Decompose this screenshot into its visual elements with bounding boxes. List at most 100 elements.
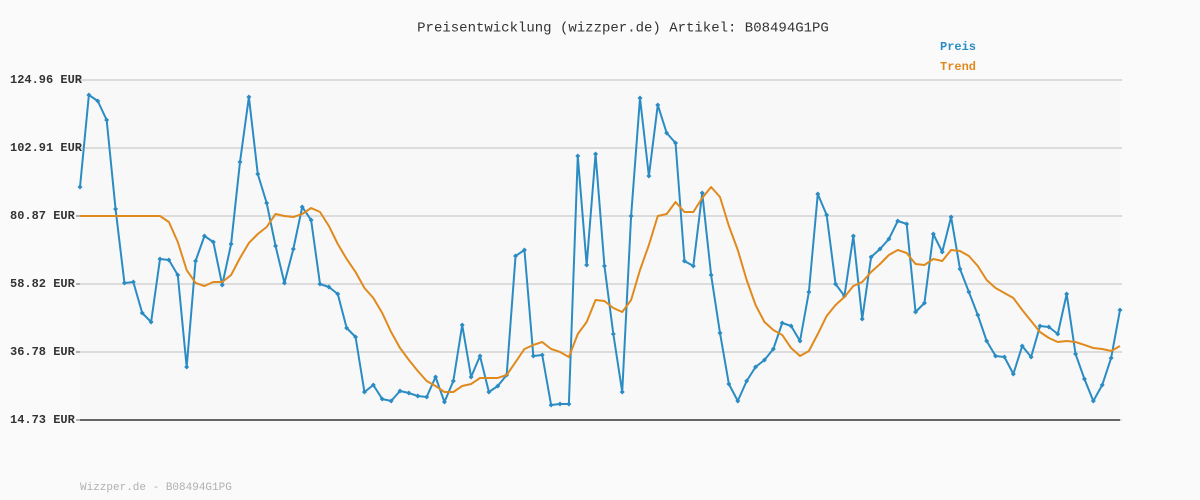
y-tick-label: 36.78 EUR — [10, 345, 76, 359]
point-marker — [1073, 351, 1079, 357]
point-marker — [815, 191, 821, 197]
point-marker — [184, 364, 190, 370]
point-marker — [761, 357, 767, 363]
point-marker — [1001, 354, 1007, 360]
point-marker — [486, 389, 492, 395]
point-marker — [326, 284, 332, 290]
point-marker — [1037, 323, 1043, 329]
point-marker — [201, 233, 207, 239]
point-marker — [913, 309, 919, 315]
point-marker — [139, 310, 145, 316]
chart-title: Preisentwicklung (wizzper.de) Artikel: B… — [417, 21, 829, 37]
point-marker — [1064, 291, 1070, 297]
point-marker — [397, 388, 403, 394]
point-marker — [113, 206, 119, 212]
point-marker — [850, 233, 856, 239]
point-marker — [219, 282, 225, 288]
y-tick-label: 58.82 EUR — [10, 277, 76, 291]
point-marker — [273, 243, 279, 249]
point-marker — [228, 241, 234, 247]
point-marker — [193, 258, 199, 264]
point-marker — [459, 322, 465, 328]
point-marker — [681, 258, 687, 264]
point-marker — [833, 281, 839, 287]
point-marker — [601, 263, 607, 269]
point-marker — [290, 246, 296, 252]
point-marker — [86, 92, 92, 98]
point-marker — [646, 173, 652, 179]
point-marker — [166, 257, 172, 263]
point-marker — [957, 266, 963, 272]
grid: 14.73 EUR 36.78 EUR 58.82 EUR 80.87 EUR 102.… — [10, 73, 1122, 427]
point-marker — [157, 256, 163, 262]
point-marker — [433, 374, 439, 380]
point-marker — [584, 262, 590, 268]
point-marker — [335, 291, 341, 297]
point-marker — [1099, 382, 1105, 388]
point-marker — [175, 272, 181, 278]
point-marker — [521, 247, 527, 253]
point-marker — [388, 398, 394, 404]
point-marker — [353, 334, 359, 340]
point-marker — [770, 346, 776, 352]
point-marker — [655, 102, 661, 108]
point-marker — [708, 272, 714, 278]
point-marker — [237, 159, 243, 165]
point-marker — [1019, 343, 1025, 349]
point-marker — [1010, 371, 1016, 377]
point-marker — [610, 331, 616, 337]
point-marker — [424, 394, 430, 400]
plot-area — [80, 80, 1120, 420]
point-marker — [593, 151, 599, 157]
point-marker — [948, 214, 954, 220]
point-marker — [575, 153, 581, 159]
point-marker — [726, 381, 732, 387]
point-marker — [246, 94, 252, 100]
point-marker — [806, 289, 812, 295]
point-marker — [975, 312, 981, 318]
point-marker — [539, 352, 545, 358]
point-marker — [717, 330, 723, 336]
point-marker — [477, 353, 483, 359]
point-marker — [788, 323, 794, 329]
point-marker — [699, 190, 705, 196]
point-marker — [877, 246, 883, 252]
point-marker — [210, 239, 216, 245]
footer: Wizzper.de - B08494G1PG — [80, 482, 232, 494]
point-marker — [370, 382, 376, 388]
point-marker — [513, 253, 519, 259]
point-marker — [299, 204, 305, 210]
point-marker — [548, 402, 554, 408]
point-marker — [664, 130, 670, 136]
point-marker — [690, 263, 696, 269]
y-tick-label: 124.96 EUR — [10, 73, 83, 87]
point-marker — [744, 378, 750, 384]
point-marker — [1117, 307, 1123, 313]
point-marker — [406, 390, 412, 396]
point-marker — [148, 319, 154, 325]
point-marker — [264, 200, 270, 206]
point-marker — [904, 221, 910, 227]
point-marker — [939, 249, 945, 255]
point-marker — [797, 338, 803, 344]
point-marker — [530, 353, 536, 359]
point-marker — [557, 401, 563, 407]
point-marker — [859, 316, 865, 322]
series-line — [79, 93, 1121, 407]
point-marker — [628, 213, 634, 219]
point-marker — [77, 184, 83, 190]
point-marker — [1055, 331, 1061, 337]
point-marker — [984, 338, 990, 344]
point-marker — [921, 300, 927, 306]
point-marker — [95, 98, 101, 104]
series-line — [80, 186, 1121, 393]
point-marker — [468, 374, 474, 380]
point-marker — [824, 212, 830, 218]
point-marker — [441, 399, 447, 405]
point-marker — [993, 353, 999, 359]
point-marker — [868, 254, 874, 260]
point-marker — [637, 95, 643, 101]
point-marker — [966, 289, 972, 295]
point-marker — [104, 117, 110, 123]
point-marker — [379, 396, 385, 402]
